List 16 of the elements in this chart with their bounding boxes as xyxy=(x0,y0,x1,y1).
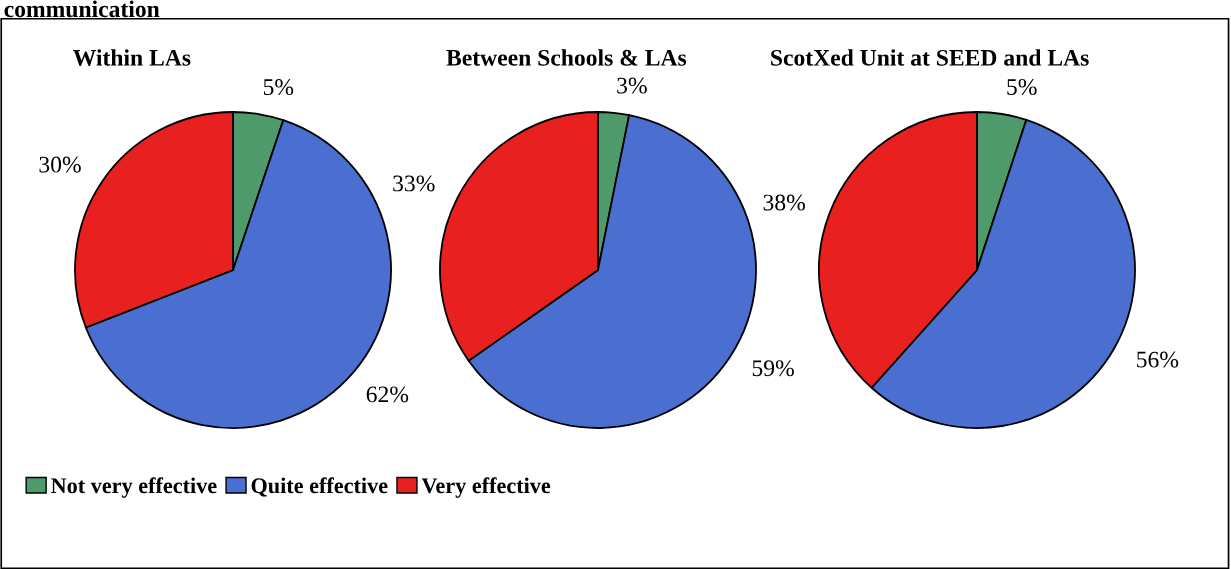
data-label: 62% xyxy=(366,386,409,403)
legend-label: Not very effective xyxy=(51,477,217,498)
data-label: 33% xyxy=(393,175,435,192)
data-label: 5% xyxy=(263,79,294,96)
chart-title: ScotXed Unit at SEED and LAs xyxy=(771,49,1089,66)
data-label: 56% xyxy=(1137,351,1179,368)
legend-label: Very effective xyxy=(421,477,551,498)
text: communication xyxy=(4,0,160,18)
chart-title: Between Schools & LAs xyxy=(446,49,687,66)
chart-title: Within LAs xyxy=(73,49,191,66)
data-label: 38% xyxy=(763,194,805,211)
data-label: 3% xyxy=(617,77,647,94)
data-label: 5% xyxy=(1007,79,1037,96)
data-label: 30% xyxy=(39,156,81,173)
data-label: 59% xyxy=(752,360,794,377)
legend-label: Quite effective xyxy=(251,477,388,497)
